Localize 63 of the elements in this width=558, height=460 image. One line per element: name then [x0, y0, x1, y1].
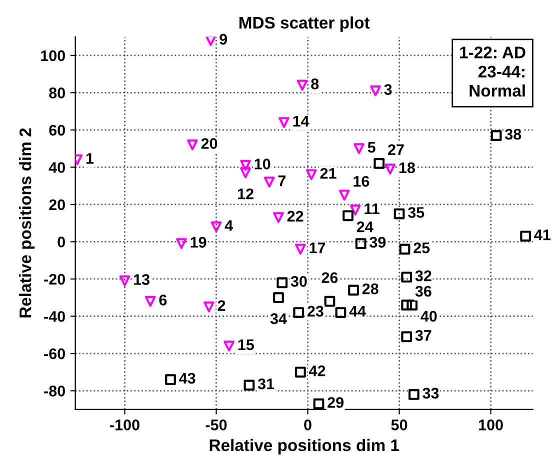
y-tick-label: 40	[48, 162, 65, 173]
x-axis-title: Relative positions dim 1	[210, 438, 400, 454]
y-tick-label: 80	[49, 88, 65, 98]
annotation: 27	[388, 144, 404, 155]
annotation: 4	[224, 220, 234, 231]
x-tick-label: 50	[391, 420, 408, 430]
annotation: 7	[278, 176, 286, 186]
y-tick-label: 20	[49, 199, 65, 210]
chart-title: MDS scatter plot	[239, 16, 370, 32]
annotation: 29	[328, 397, 344, 408]
y-tick-label: -80	[44, 386, 65, 396]
annotation: 24	[356, 221, 374, 232]
annotation: 28	[362, 283, 378, 294]
annotation: 15	[238, 340, 254, 350]
annotation: 35	[408, 207, 424, 218]
annotation: 14	[293, 116, 310, 126]
annotation: 36	[415, 286, 432, 297]
annotation: 16	[354, 176, 370, 187]
y-tick-label: -20	[44, 274, 65, 285]
annotation: 3	[384, 84, 392, 95]
annotation: 2	[218, 300, 226, 311]
annotation: 33	[422, 388, 439, 399]
annotation: 1-22: AD 23-44: Normal	[460, 46, 526, 97]
annotation: 37	[415, 330, 432, 341]
annotation: 43	[179, 372, 196, 384]
annotation: 10	[254, 158, 270, 170]
annotation: 11	[364, 204, 380, 214]
annotation: 34	[270, 313, 287, 324]
annotation: 31	[258, 378, 274, 390]
y-axis-title: Relative positions dim 2	[19, 128, 35, 318]
annotation: 25	[414, 242, 430, 254]
annotation: 18	[399, 162, 415, 174]
annotation: 13	[134, 274, 150, 285]
annotation: 26	[322, 272, 338, 284]
annotation: 23	[307, 306, 324, 317]
annotation: 6	[159, 294, 167, 306]
annotation: 40	[420, 310, 437, 322]
y-tick-label: -40	[44, 311, 65, 322]
annotation: 20	[201, 138, 218, 149]
y-tick-label: -60	[44, 348, 65, 360]
x-tick-label: -50	[206, 420, 227, 430]
annotation: 17	[310, 242, 326, 254]
y-tick-label: 0	[58, 236, 65, 248]
annotation: 22	[287, 210, 304, 222]
annotation: 39	[370, 236, 386, 248]
x-tick-label: 100	[479, 420, 503, 430]
annotation: 38	[504, 128, 522, 140]
x-tick-label: -100	[110, 420, 140, 430]
annotation: 19	[190, 236, 206, 248]
annotation: 44	[349, 306, 366, 316]
annotation: 12	[238, 188, 254, 200]
annotation: 5	[368, 142, 376, 153]
annotation: 41	[534, 230, 550, 240]
annotation: 21	[320, 168, 336, 179]
annotation: 32	[415, 270, 432, 282]
x-tick-label: 0	[304, 420, 312, 430]
annotation: 1	[86, 153, 94, 164]
y-tick-label: 60	[49, 124, 65, 136]
annotation: 42	[309, 365, 326, 376]
y-tick-label: 100	[41, 50, 65, 62]
annotation: 9	[220, 34, 228, 45]
annotation: 30	[290, 276, 307, 287]
annotation: 8	[311, 78, 319, 90]
